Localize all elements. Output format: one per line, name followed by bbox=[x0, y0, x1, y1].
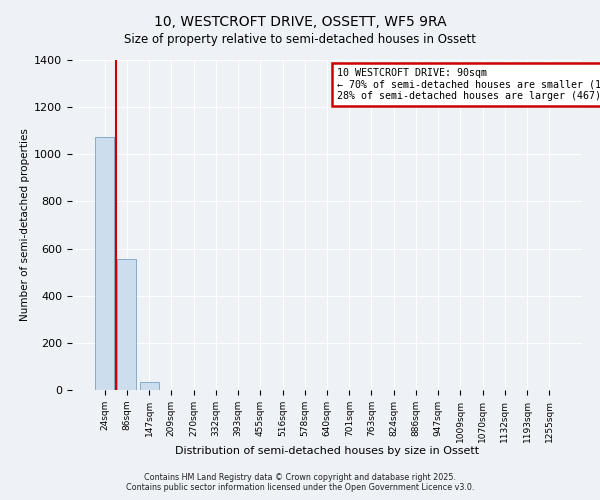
Bar bbox=[118, 259, 136, 390]
X-axis label: Distribution of semi-detached houses by size in Ossett: Distribution of semi-detached houses by … bbox=[175, 446, 479, 456]
Text: 10 WESTCROFT DRIVE: 90sqm
← 70% of semi-detached houses are smaller (1,166)
28% : 10 WESTCROFT DRIVE: 90sqm ← 70% of semi-… bbox=[337, 68, 600, 102]
Y-axis label: Number of semi-detached properties: Number of semi-detached properties bbox=[20, 128, 30, 322]
Text: Contains HM Land Registry data © Crown copyright and database right 2025.
Contai: Contains HM Land Registry data © Crown c… bbox=[126, 473, 474, 492]
Text: 10, WESTCROFT DRIVE, OSSETT, WF5 9RA: 10, WESTCROFT DRIVE, OSSETT, WF5 9RA bbox=[154, 15, 446, 29]
Bar bbox=[140, 382, 158, 390]
Bar bbox=[95, 136, 114, 390]
Text: Size of property relative to semi-detached houses in Ossett: Size of property relative to semi-detach… bbox=[124, 32, 476, 46]
